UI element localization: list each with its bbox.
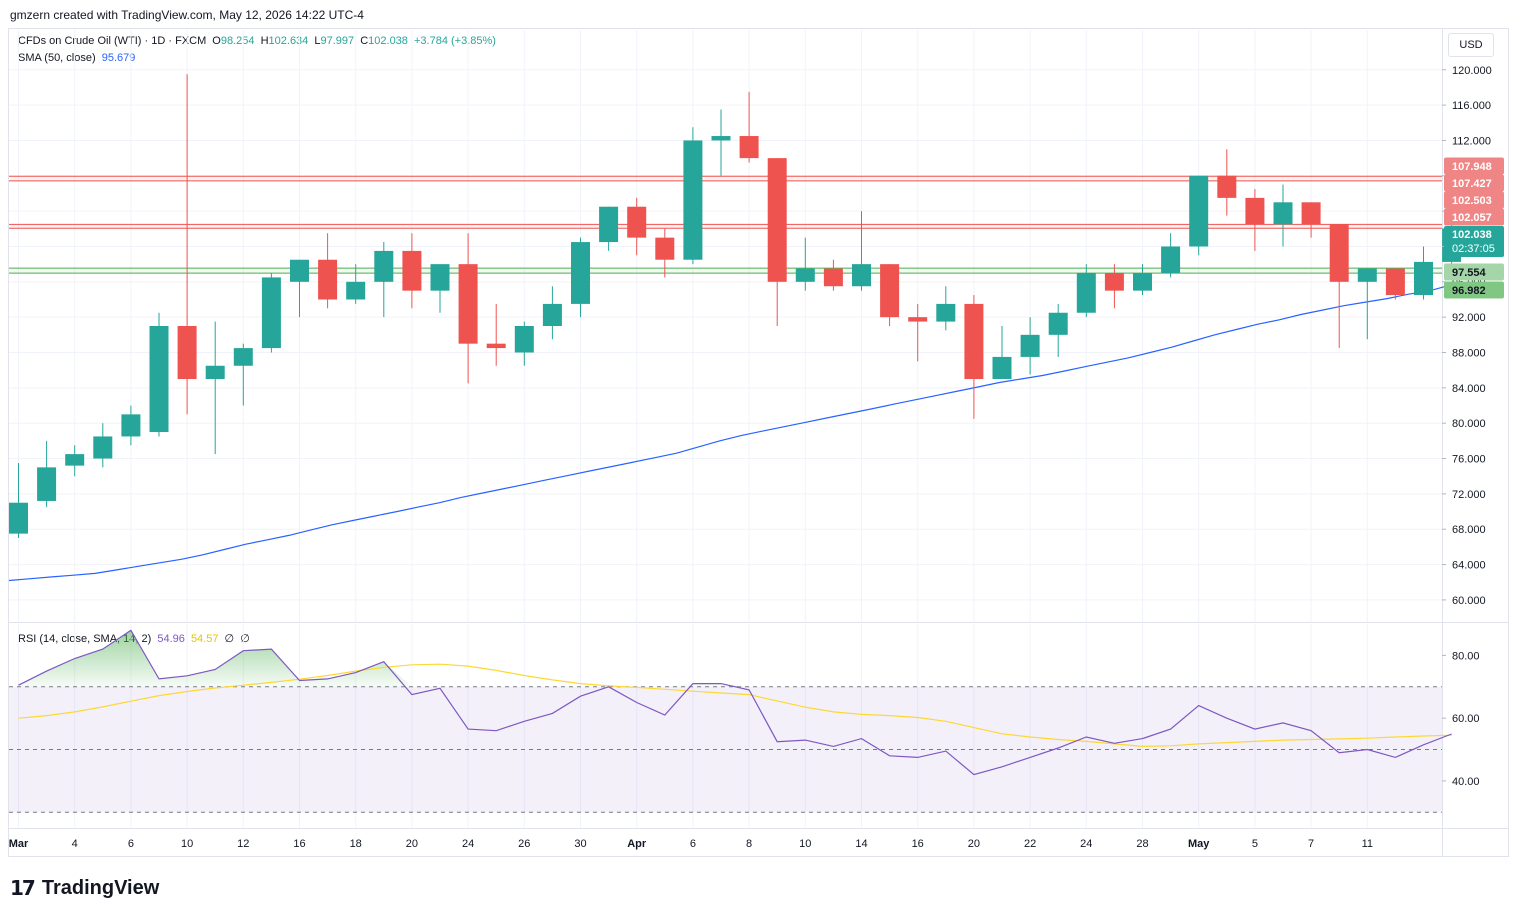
ohlc-close-value: 102.038 [368, 35, 408, 47]
tradingview-logo-icon: 17 [10, 876, 36, 900]
rsi-extra-1: ∅ [224, 633, 235, 645]
ohlc-high-label: H [260, 35, 269, 47]
symbol-name[interactable]: CFDs on Crude Oil (WTI) · 1D · FXCM [18, 35, 207, 47]
ohlc-low-value: 97.997 [320, 35, 355, 47]
chart-caption: gmzern created with TradingView.com, May… [10, 8, 364, 22]
ohlc-open-value: 98.254 [220, 35, 255, 47]
sma-label: SMA (50, close) [18, 52, 96, 64]
sma-legend[interactable]: SMA (50, close) 95.679 [18, 52, 138, 64]
rsi-sma-value: 54.57 [190, 633, 219, 645]
symbol-legend: CFDs on Crude Oil (WTI) · 1D · FXCM O98.… [18, 35, 499, 47]
chart-frame [8, 28, 1509, 857]
rsi-legend[interactable]: RSI (14, close, SMA, 14, 2) 54.96 54.57 … [18, 632, 253, 645]
rsi-value: 54.96 [157, 633, 185, 645]
currency-button[interactable]: USD [1448, 33, 1494, 57]
tradingview-logo-text: TradingView [41, 876, 160, 899]
rsi-extra-2: ∅ [240, 633, 250, 645]
price-change: +3.784 (+3.85%) [413, 35, 496, 47]
ohlc-close-label: C [360, 35, 369, 47]
ohlc-high-value: 102.634 [268, 35, 309, 47]
rsi-label: RSI (14, close, SMA, 14, 2) [18, 633, 152, 645]
ohlc-low-label: L [314, 35, 321, 47]
sma-value: 95.679 [101, 52, 136, 64]
tradingview-logo[interactable]: 17 TradingView [10, 876, 159, 900]
ohlc-open-label: O [212, 35, 221, 47]
